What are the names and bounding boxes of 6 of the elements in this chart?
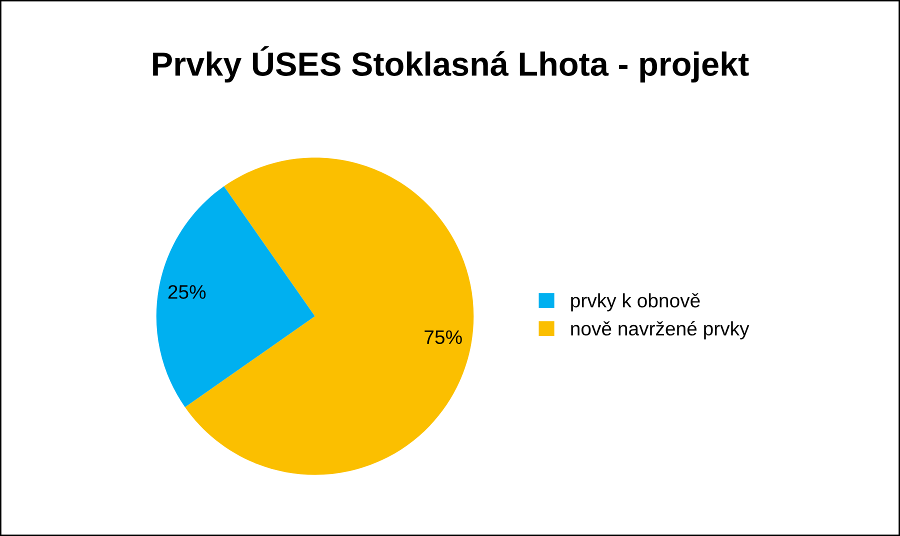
- pie-slice: [156, 186, 315, 408]
- chart-title: Prvky ÚSES Stoklasná Lhota - projekt: [153, 46, 749, 83]
- data-label: 25%: [168, 285, 206, 299]
- legend-label: prvky k obnově: [571, 293, 700, 312]
- data-label: 75%: [424, 330, 462, 344]
- legend-label: nově navržené prvky: [571, 321, 750, 340]
